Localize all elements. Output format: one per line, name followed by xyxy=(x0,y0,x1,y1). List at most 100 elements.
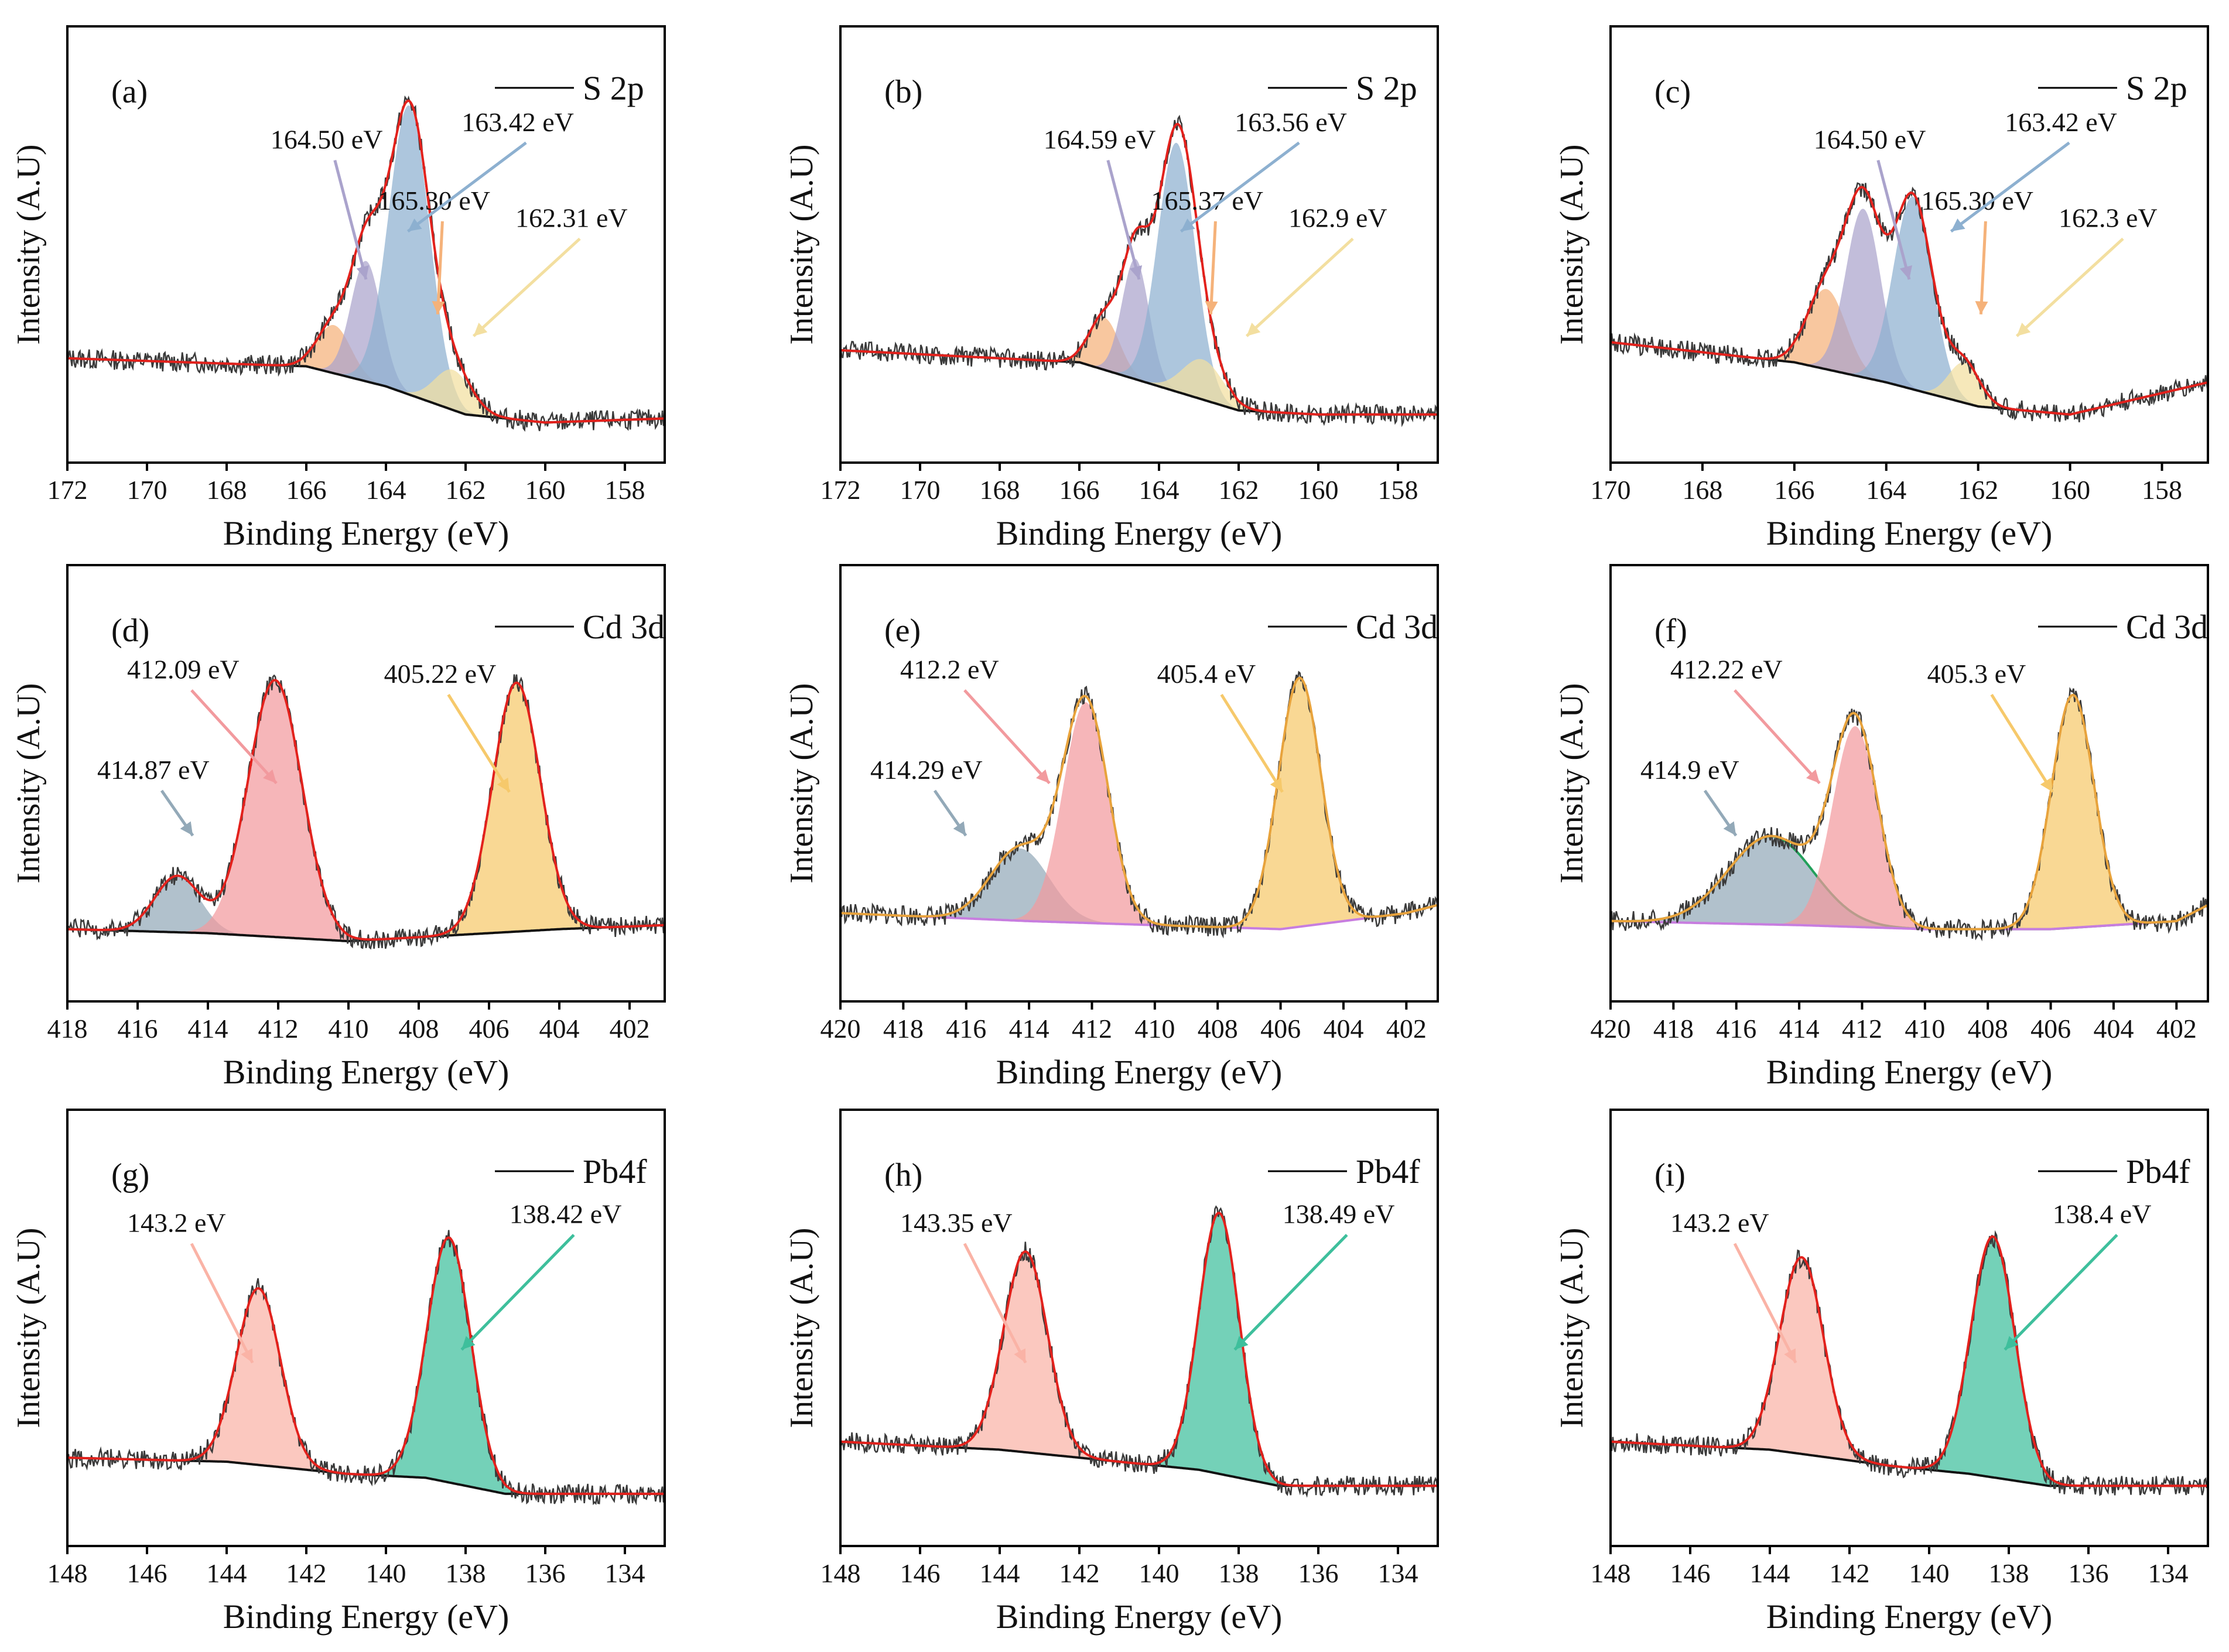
panel-label: (h) xyxy=(884,1157,922,1193)
annotation-arrow xyxy=(1734,689,1821,785)
peak-fill-163.56 xyxy=(840,142,1438,415)
x-tick-label: 418 xyxy=(883,1014,924,1044)
x-tick-label: 406 xyxy=(1260,1014,1301,1044)
arrow-head xyxy=(1723,821,1736,836)
x-tick-label: 168 xyxy=(1682,475,1722,505)
peak-fill-405.22 xyxy=(67,682,665,942)
annotation-arrow xyxy=(963,689,1051,785)
x-tick-label: 416 xyxy=(118,1014,158,1044)
x-axis-label: Binding Energy (eV) xyxy=(996,514,1283,552)
annotation-arrow xyxy=(190,689,278,785)
fit-envelope xyxy=(840,122,1438,416)
plot-frame xyxy=(1609,25,2209,464)
x-tick-label: 164 xyxy=(366,475,406,505)
peak-annotation: 138.4 eV xyxy=(2053,1199,2152,1229)
x-tick-label: 166 xyxy=(1059,475,1100,505)
chart-panel-g: 143.2 eV 138.42 eV 148 146 144 142 140 138 136 13… xyxy=(11,1109,666,1636)
peak-fill-143.2 xyxy=(67,1288,665,1494)
peak-annotation: 163.42 eV xyxy=(2005,107,2117,137)
peak-annotation: 412.2 eV xyxy=(900,655,999,685)
x-tick-label: 162 xyxy=(1219,475,1259,505)
peak-fill-405.3 xyxy=(1611,695,2208,929)
arrow-head xyxy=(1036,769,1049,784)
peak-fill-163.42 xyxy=(1611,196,2208,415)
arrow-head xyxy=(432,301,445,314)
x-tick-label: 410 xyxy=(329,1014,369,1044)
legend-label: Pb4f xyxy=(1356,1152,1420,1191)
legend-label: Pb4f xyxy=(2126,1152,2190,1191)
x-tick-label: 138 xyxy=(446,1558,486,1588)
fit-envelope xyxy=(840,1212,1438,1487)
peak-annotation: 164.50 eV xyxy=(1814,125,1926,155)
x-tick-label: 140 xyxy=(1139,1558,1180,1588)
annotation-arrow xyxy=(406,141,527,233)
arrow-head xyxy=(1129,265,1143,280)
peak-annotation: 412.22 eV xyxy=(1670,655,1783,685)
y-axis-label: Intensity (A.U) xyxy=(784,144,820,344)
raw-spectrum xyxy=(840,671,1438,939)
x-tick-label: 406 xyxy=(469,1014,510,1044)
arrow-head xyxy=(1014,1348,1026,1363)
x-tick-label: 146 xyxy=(127,1558,167,1588)
x-tick-label: 146 xyxy=(900,1558,941,1588)
peak-annotation: 163.42 eV xyxy=(461,107,574,137)
arrow-head xyxy=(1784,1348,1796,1363)
arrow-head xyxy=(1975,301,1988,314)
plot-frame xyxy=(1609,564,2209,1003)
x-tick-label: 142 xyxy=(1830,1558,1870,1588)
arrow-head xyxy=(2040,777,2053,792)
y-axis-label: Intensity (A.U) xyxy=(11,1227,47,1428)
peak-annotation: 162.9 eV xyxy=(1288,203,1387,233)
peak-fill-163.42 xyxy=(67,105,665,423)
panel-label: (f) xyxy=(1654,613,1687,649)
annotation-arrow xyxy=(1233,1233,1348,1351)
arrow-head xyxy=(2005,1336,2019,1350)
x-tick-label: 142 xyxy=(1059,1558,1100,1588)
x-tick-label: 412 xyxy=(1072,1014,1112,1044)
peak-fill-412.2 xyxy=(840,702,1438,929)
annotation-arrow xyxy=(333,159,368,280)
x-axis-label: Binding Energy (eV) xyxy=(996,1598,1283,1636)
annotation-arrow xyxy=(1990,693,2054,793)
chart-panel-f: 414.9 eV 412.22 eV 405.3 eV 420 418 416 414 412… xyxy=(1554,564,2209,1091)
x-tick-label: 148 xyxy=(47,1558,88,1588)
plot-frame xyxy=(66,1109,666,1547)
x-tick-label: 166 xyxy=(286,475,327,505)
arrow-head xyxy=(1235,1336,1249,1350)
arrow-head xyxy=(1806,769,1820,784)
x-tick-label: 148 xyxy=(821,1558,861,1588)
x-tick-label: 402 xyxy=(1386,1014,1427,1044)
x-tick-label: 172 xyxy=(47,475,88,505)
x-tick-label: 416 xyxy=(1716,1014,1756,1044)
arrow-head xyxy=(356,265,370,280)
panel-label: (i) xyxy=(1654,1157,1686,1193)
fit-envelope xyxy=(1611,186,2208,416)
arrow-head xyxy=(2016,322,2031,336)
annotation-arrow xyxy=(190,1243,254,1364)
x-tick-label: 162 xyxy=(446,475,486,505)
arrow-head xyxy=(263,769,276,784)
annotation-arrow xyxy=(1106,159,1141,280)
x-tick-label: 414 xyxy=(1779,1014,1820,1044)
fit-envelope xyxy=(67,679,665,941)
x-tick-label: 140 xyxy=(1909,1558,1950,1588)
raw-spectrum xyxy=(1611,1230,2208,1496)
x-tick-label: 134 xyxy=(1378,1558,1418,1588)
panel-label: (a) xyxy=(111,74,148,110)
arrow-head xyxy=(1899,265,1913,280)
annotation-arrow xyxy=(2015,237,2124,337)
peak-fill-164.5 xyxy=(67,261,665,423)
x-tick-label: 136 xyxy=(525,1558,566,1588)
x-tick-label: 170 xyxy=(127,475,167,505)
peak-annotation: 143.2 eV xyxy=(1670,1208,1769,1238)
raw-spectrum xyxy=(67,95,665,432)
y-axis-label: Intensity (A.U) xyxy=(784,683,820,883)
peak-annotation: 405.3 eV xyxy=(1927,659,2026,689)
x-tick-label: 404 xyxy=(1323,1014,1363,1044)
peak-annotation: 162.3 eV xyxy=(2059,203,2158,233)
plot-frame xyxy=(1609,1109,2209,1547)
x-tick-label: 138 xyxy=(1989,1558,2029,1588)
